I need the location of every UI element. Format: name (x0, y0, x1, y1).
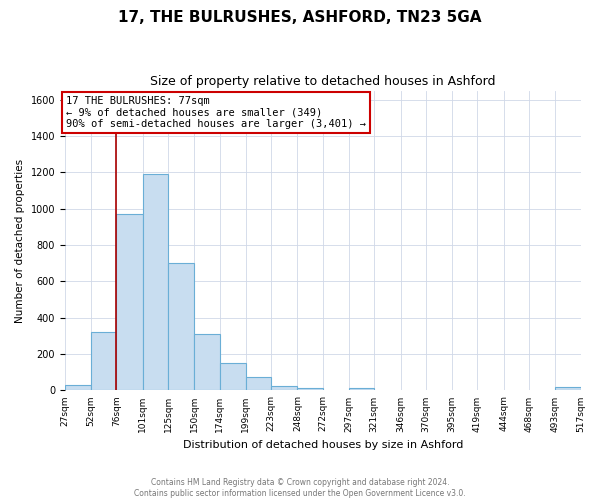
Bar (220, 363, 246, 390)
Bar (271, 386, 298, 390)
Bar (116, 214, 143, 390)
Bar (91, 332, 116, 390)
Bar (143, 174, 168, 390)
Bar (168, 263, 194, 390)
X-axis label: Distribution of detached houses by size in Ashford: Distribution of detached houses by size … (182, 440, 463, 450)
Bar (194, 334, 220, 390)
Bar (555, 387, 581, 390)
Text: Contains HM Land Registry data © Crown copyright and database right 2024.
Contai: Contains HM Land Registry data © Crown c… (134, 478, 466, 498)
Bar (298, 388, 323, 390)
Text: 17 THE BULRUSHES: 77sqm
← 9% of detached houses are smaller (349)
90% of semi-de: 17 THE BULRUSHES: 77sqm ← 9% of detached… (66, 96, 366, 129)
Bar (246, 377, 271, 390)
Title: Size of property relative to detached houses in Ashford: Size of property relative to detached ho… (150, 75, 496, 88)
Bar (349, 388, 374, 390)
Bar (65, 385, 91, 390)
Text: 17, THE BULRUSHES, ASHFORD, TN23 5GA: 17, THE BULRUSHES, ASHFORD, TN23 5GA (118, 10, 482, 25)
Y-axis label: Number of detached properties: Number of detached properties (15, 158, 25, 322)
